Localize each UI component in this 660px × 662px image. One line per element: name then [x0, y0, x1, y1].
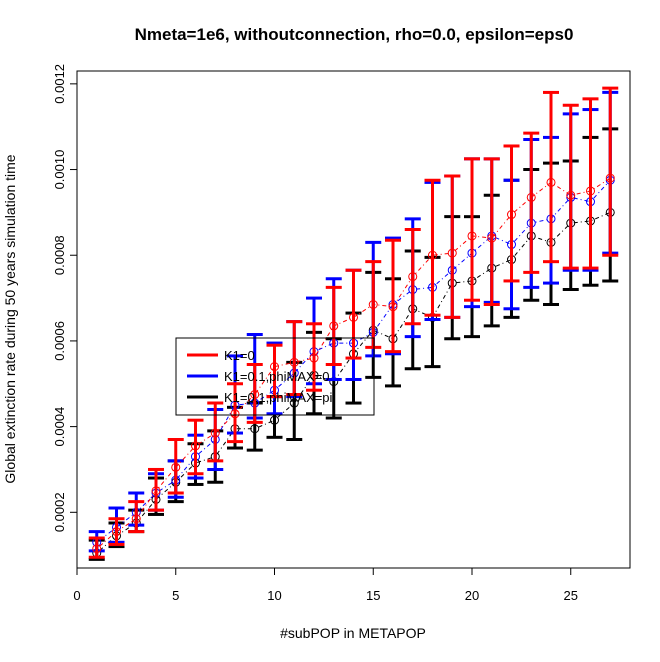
legend: K1=0 K1=0.1,phiMAX=0 K1=0.1,phiMAX=pi	[175, 337, 375, 416]
data-point	[428, 250, 437, 260]
data-point	[309, 353, 319, 363]
chart-title: Nmeta=1e6, withoutconnection, rho=0.0, e…	[135, 25, 574, 44]
data-point	[408, 272, 418, 282]
data-point	[546, 177, 556, 187]
data-point	[507, 210, 516, 220]
data-point	[171, 462, 181, 472]
y-axis-label: Global extinction rate during 50 years s…	[2, 154, 18, 483]
y-axis: 0.0002 0.0004 0.0006 0.0008 0.0010 0.0012	[52, 64, 78, 532]
legend-box	[175, 337, 375, 416]
series-0	[88, 86, 619, 559]
x-axis-label: #subPOP in METAPOP	[280, 625, 426, 641]
data-point	[289, 357, 299, 367]
data-point	[230, 409, 240, 419]
data-point	[250, 424, 260, 434]
data-point	[605, 173, 615, 183]
data-point	[191, 441, 200, 451]
data-point	[586, 186, 595, 196]
plot-area	[88, 86, 619, 561]
data-point	[250, 389, 260, 399]
data-point	[210, 428, 220, 438]
data-point	[447, 248, 457, 258]
data-point	[368, 300, 378, 310]
data-point	[151, 486, 161, 496]
y-tick-label: 0.0006	[52, 321, 67, 361]
legend-label: K1=0.1,phiMAX=0	[224, 369, 330, 384]
x-tick-label: 10	[267, 588, 281, 603]
legend-label: K1=0	[224, 348, 255, 363]
data-point	[349, 312, 358, 322]
data-point	[270, 362, 279, 372]
y-tick-label: 0.0002	[52, 492, 67, 532]
data-point	[92, 544, 102, 554]
y-tick-label: 0.0008	[52, 235, 67, 275]
data-point	[329, 321, 339, 331]
data-point	[526, 192, 536, 202]
y-tick-label: 0.0012	[52, 64, 67, 104]
data-point	[566, 190, 576, 200]
legend-label: K1=0.1,phiMAX=pi	[224, 390, 333, 405]
data-point	[270, 415, 279, 425]
data-point	[289, 398, 299, 408]
data-point	[467, 231, 477, 241]
x-tick-label: 20	[465, 588, 479, 603]
x-axis: 0 5 10 15 20 25	[73, 567, 578, 603]
x-tick-label: 0	[73, 588, 80, 603]
y-tick-label: 0.0004	[52, 407, 67, 447]
data-point	[112, 527, 121, 537]
y-tick-label: 0.0010	[52, 150, 67, 190]
data-point	[131, 514, 141, 524]
x-tick-label: 25	[564, 588, 578, 603]
x-tick-label: 15	[366, 588, 380, 603]
data-point	[487, 233, 497, 243]
x-tick-label: 5	[172, 588, 179, 603]
data-point	[388, 302, 398, 312]
